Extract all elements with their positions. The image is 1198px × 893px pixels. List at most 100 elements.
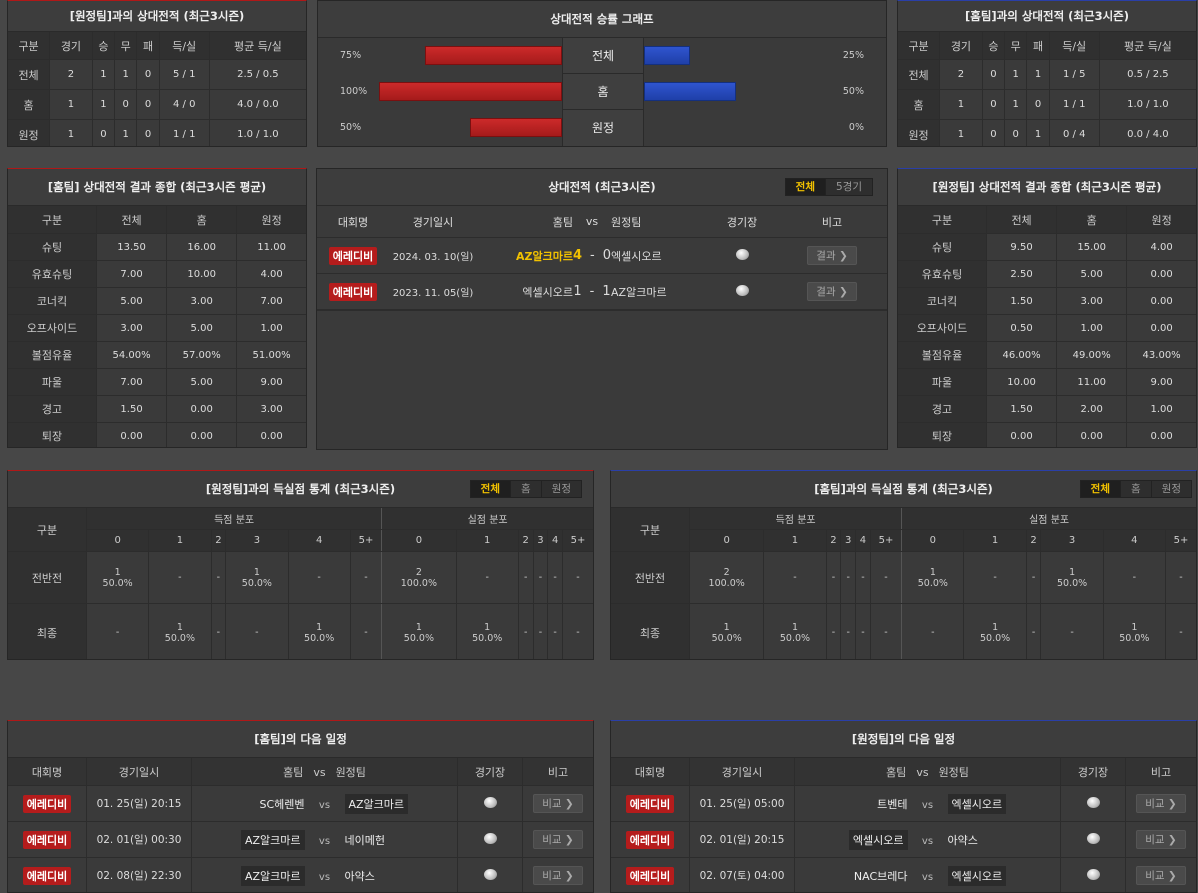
row-label: 전반전: [8, 551, 87, 604]
dist-cell: -: [870, 603, 903, 659]
away-team-name[interactable]: AZ알크마르: [611, 285, 667, 299]
row-label: 퇴장: [8, 422, 97, 447]
compare-button[interactable]: 비교 ❯: [533, 794, 583, 813]
row-label: 유효슈팅: [8, 260, 97, 288]
count: -: [1031, 627, 1036, 638]
divider-cell: [317, 309, 887, 311]
compare-button[interactable]: 비교 ❯: [1136, 794, 1186, 813]
league-badge[interactable]: 에레디비: [22, 830, 72, 849]
teams-cell: AZ알크마르 vs 네이메헌: [191, 821, 458, 858]
stat-cell: 1: [114, 119, 138, 146]
away-team-name[interactable]: 엑셀시오르: [611, 249, 662, 263]
away-team-name[interactable]: 엑셀시오르: [947, 793, 1007, 814]
stat-cell: 1: [939, 119, 983, 146]
home-team-name[interactable]: AZ알크마르: [240, 865, 305, 886]
tab-all[interactable]: 전체: [470, 481, 511, 497]
percent: 50.0%: [917, 577, 948, 589]
dist-cell: -: [456, 551, 519, 604]
result-button[interactable]: 결과 ❯: [807, 246, 857, 265]
stat-cell: 4.00: [1126, 233, 1196, 261]
count: -: [931, 627, 935, 638]
dist-cell: -: [518, 551, 534, 604]
stat-cell: 1.0 / 1.0: [209, 119, 306, 146]
home-wrap: AZ알크마르: [205, 829, 305, 850]
h2h-list-table: 대회명 경기일시 홈팀 vs 원정팀 경기장 비고 에레디비 2024. 03. …: [317, 206, 887, 311]
home-team-name[interactable]: 트벤테: [877, 797, 908, 811]
tab-home[interactable]: 홈: [1121, 481, 1152, 497]
home-team-name[interactable]: AZ알크마르: [240, 829, 305, 850]
league-badge[interactable]: 에레디비: [22, 866, 72, 885]
table-row: 코너킥 5.00 3.00 7.00: [8, 287, 306, 315]
win-rate-graph-panel: 상대전적 승률 그래프 75% 전체 25% 100% 홈 50% 50% 원정 0%: [317, 0, 887, 147]
row-label: 경고: [8, 395, 97, 423]
left-percent: 75%: [340, 50, 362, 61]
compare-button[interactable]: 비교 ❯: [1136, 830, 1186, 849]
venue-cell: [1060, 785, 1126, 822]
stat-cell: 1.50: [986, 287, 1058, 315]
league-badge[interactable]: 에레디비: [328, 246, 378, 265]
league-badge[interactable]: 에레디비: [625, 866, 675, 885]
bucket-header: 4: [855, 529, 871, 552]
tab-all[interactable]: 전체: [1080, 481, 1121, 497]
tab-all[interactable]: 전체: [785, 179, 826, 195]
home-team-name[interactable]: AZ알크마르: [516, 249, 573, 263]
tab-home[interactable]: 홈: [511, 481, 542, 497]
dist-cell: -: [225, 603, 289, 659]
header-cell: 구분: [8, 32, 51, 60]
row-label: 파울: [8, 368, 97, 396]
away-team-name[interactable]: AZ알크마르: [344, 793, 409, 814]
table-row: 슈팅 9.50 15.00 4.00: [898, 233, 1196, 261]
dist-cell: -: [533, 603, 549, 659]
col-date: 경기일시: [86, 758, 192, 786]
compare-button[interactable]: 비교 ❯: [1136, 866, 1186, 885]
count: 1: [723, 621, 730, 633]
league-badge[interactable]: 에레디비: [625, 794, 675, 813]
result-button[interactable]: 결과 ❯: [807, 282, 857, 301]
header-cell: 무: [114, 32, 138, 60]
bucket-header: 0: [86, 529, 150, 552]
schedule-row: 에레디비 01. 25(일) 20:15 SC헤렌벤 vs AZ알크마르 비교 ❯: [8, 785, 593, 822]
tab-away[interactable]: 원정: [551, 483, 571, 495]
away-team-name[interactable]: 아약스: [947, 833, 978, 847]
dist-cell: -: [1165, 551, 1196, 604]
away-score: 0: [602, 248, 612, 263]
table-row: 전체 2 0 1 1 1 / 5 0.5 / 2.5: [898, 59, 1196, 90]
stat-cell: 13.50: [96, 233, 168, 261]
header-cell: 승: [92, 32, 116, 60]
schedule-away-panel: [원정팀]의 다음 일정 대회명 경기일시 홈팀 vs 원정팀 경기장 비고 에레디비 01. …: [610, 720, 1197, 893]
stat-cell: 2.00: [1056, 395, 1128, 423]
count: -: [576, 627, 580, 638]
table-row: 경고 1.50 0.00 3.00: [8, 395, 306, 423]
league-badge[interactable]: 에레디비: [328, 282, 378, 301]
home-summary-table: 구분 전체 홈 원정 슈팅 13.50 16.00 11.00 유효슈팅 7.00 10.00 4.0…: [8, 206, 306, 447]
home-team-name[interactable]: 엑셀시오르: [848, 829, 908, 850]
league-badge[interactable]: 에레디비: [22, 794, 72, 813]
tab-away[interactable]: 원정: [1161, 483, 1181, 495]
dist-away-title-text: [원정팀]과의 득실점 통계 (최근3시즌): [205, 482, 396, 496]
stat-cell: 1: [92, 59, 116, 90]
count: 1: [484, 621, 491, 633]
compare-button[interactable]: 비교 ❯: [533, 866, 583, 885]
away-team-name[interactable]: 엑셀시오르: [947, 865, 1007, 886]
stat-cell: 10.00: [166, 260, 238, 288]
row-label: 최종: [8, 603, 87, 659]
away-team-name[interactable]: 아약스: [344, 869, 375, 883]
league-badge[interactable]: 에레디비: [625, 830, 675, 849]
away-team: AZ알크마르: [611, 273, 708, 310]
compare-button[interactable]: 비교 ❯: [533, 830, 583, 849]
away-win-bar: [644, 46, 690, 65]
home-team-name[interactable]: 엑셀시오르: [522, 285, 573, 299]
home-team-name[interactable]: NAC브레다: [853, 869, 908, 883]
dist-cell: -: [855, 551, 871, 604]
count: 1: [929, 566, 936, 578]
count: 1: [1131, 621, 1138, 633]
h2h-list-tabs: 전체 5경기: [784, 178, 873, 196]
league-cell: 에레디비: [611, 821, 690, 858]
stat-cell: 1: [1004, 89, 1028, 120]
home-team-name[interactable]: SC헤렌벤: [259, 797, 305, 811]
tab-5games[interactable]: 5경기: [835, 181, 862, 193]
away-team-name[interactable]: 네이메헌: [344, 833, 385, 847]
match-date: 02. 01(일) 00:30: [86, 821, 192, 858]
match-row: 에레디비 2023. 11. 05(일) 엑셀시오르 1-1 AZ알크마르 결과 ❯: [317, 273, 887, 310]
home-wrap: 엑셀시오르: [808, 829, 908, 850]
